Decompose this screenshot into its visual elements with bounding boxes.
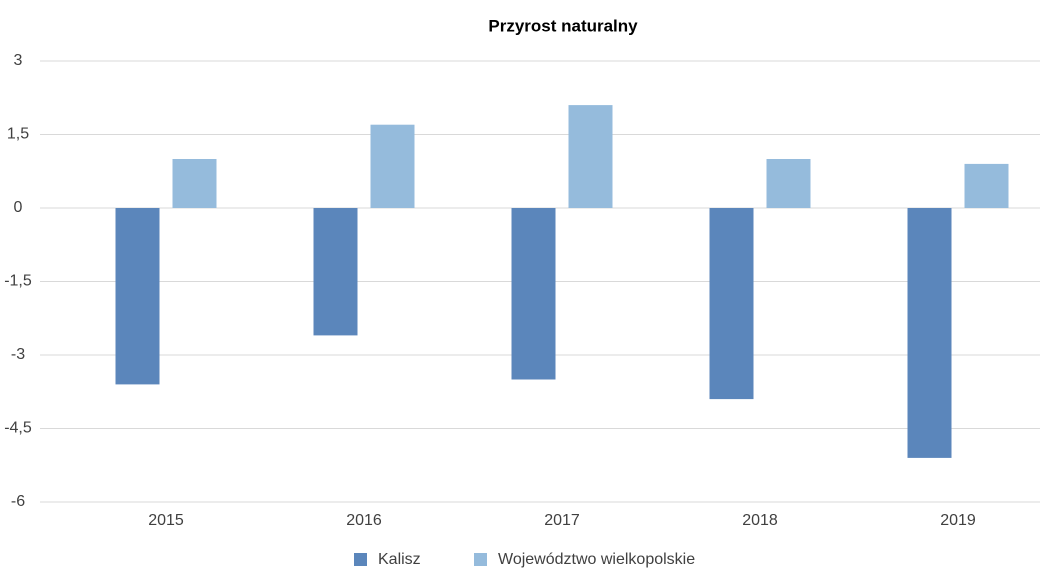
x-tick-label: 2017 [544, 512, 580, 529]
bar [964, 163, 1009, 208]
legend-label: Kalisz [378, 551, 421, 568]
y-tick-label: -4,5 [4, 420, 32, 437]
y-tick-label: 0 [14, 199, 23, 216]
y-tick-label: -3 [11, 346, 25, 363]
y-tick-label: -6 [11, 493, 25, 510]
legend-label: Województwo wielkopolskie [498, 551, 695, 568]
legend-swatch [474, 553, 487, 566]
y-tick-label: -1,5 [4, 273, 32, 290]
bar [370, 124, 415, 208]
x-tick-label: 2018 [742, 512, 778, 529]
chart-title: Przyrost naturalny [488, 16, 638, 35]
bar [313, 208, 358, 336]
bar [172, 159, 217, 208]
bar [766, 159, 811, 208]
bar [568, 105, 613, 208]
bar [115, 208, 160, 385]
x-tick-label: 2019 [940, 512, 976, 529]
y-tick-label: 3 [14, 52, 23, 69]
y-tick-label: 1,5 [7, 126, 29, 143]
legend-swatch [354, 553, 367, 566]
bar [907, 208, 952, 458]
x-tick-label: 2016 [346, 512, 382, 529]
x-tick-label: 2015 [148, 512, 184, 529]
bar [709, 208, 754, 400]
bar [511, 208, 556, 380]
